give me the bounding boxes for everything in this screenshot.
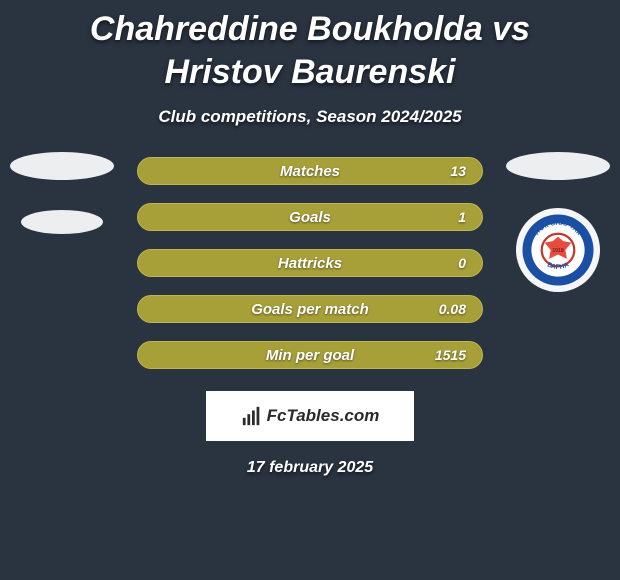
- stat-bar-matches: Matches 13: [137, 157, 483, 185]
- stat-bar-mpg: Min per goal 1515: [137, 341, 483, 369]
- logo-text: FcTables.com: [267, 406, 380, 426]
- date-label: 17 february 2025: [0, 459, 620, 477]
- stat-label: Hattricks: [278, 255, 342, 272]
- stat-label: Min per goal: [266, 347, 354, 364]
- page-title: Chahreddine Boukholda vs Hristov Baurens…: [0, 0, 620, 93]
- player1-avatar-placeholder: [10, 152, 114, 180]
- stat-value: 0: [458, 255, 466, 271]
- stat-value: 1: [458, 209, 466, 225]
- stat-label: Goals: [289, 209, 331, 226]
- stat-bar-goals: Goals 1: [137, 203, 483, 231]
- left-avatars: [10, 152, 114, 234]
- stat-bars: Matches 13 Goals 1 Hattricks 0 Goals per…: [137, 157, 483, 369]
- subtitle: Club competitions, Season 2024/2025: [0, 107, 620, 127]
- svg-text:1918: 1918: [552, 248, 564, 254]
- stat-value: 13: [450, 163, 466, 179]
- player2-avatar-placeholder: [506, 152, 610, 180]
- stat-value: 0.08: [439, 301, 466, 317]
- stat-bar-gpm: Goals per match 0.08: [137, 295, 483, 323]
- club-badge-icon: ПФК СПАРТАК ВАРНА 1918: [521, 213, 595, 287]
- player1-club-placeholder: [21, 210, 103, 234]
- stat-label: Matches: [280, 163, 340, 180]
- fctables-logo[interactable]: FcTables.com: [206, 391, 414, 441]
- player2-club-badge: ПФК СПАРТАК ВАРНА 1918: [516, 208, 600, 292]
- right-avatars: ПФК СПАРТАК ВАРНА 1918: [506, 152, 610, 292]
- stat-bar-hattricks: Hattricks 0: [137, 249, 483, 277]
- stat-value: 1515: [435, 347, 466, 363]
- stats-area: ПФК СПАРТАК ВАРНА 1918 Matches 13 Goals …: [0, 157, 620, 369]
- stat-label: Goals per match: [251, 301, 369, 318]
- bar-chart-icon: [241, 405, 263, 427]
